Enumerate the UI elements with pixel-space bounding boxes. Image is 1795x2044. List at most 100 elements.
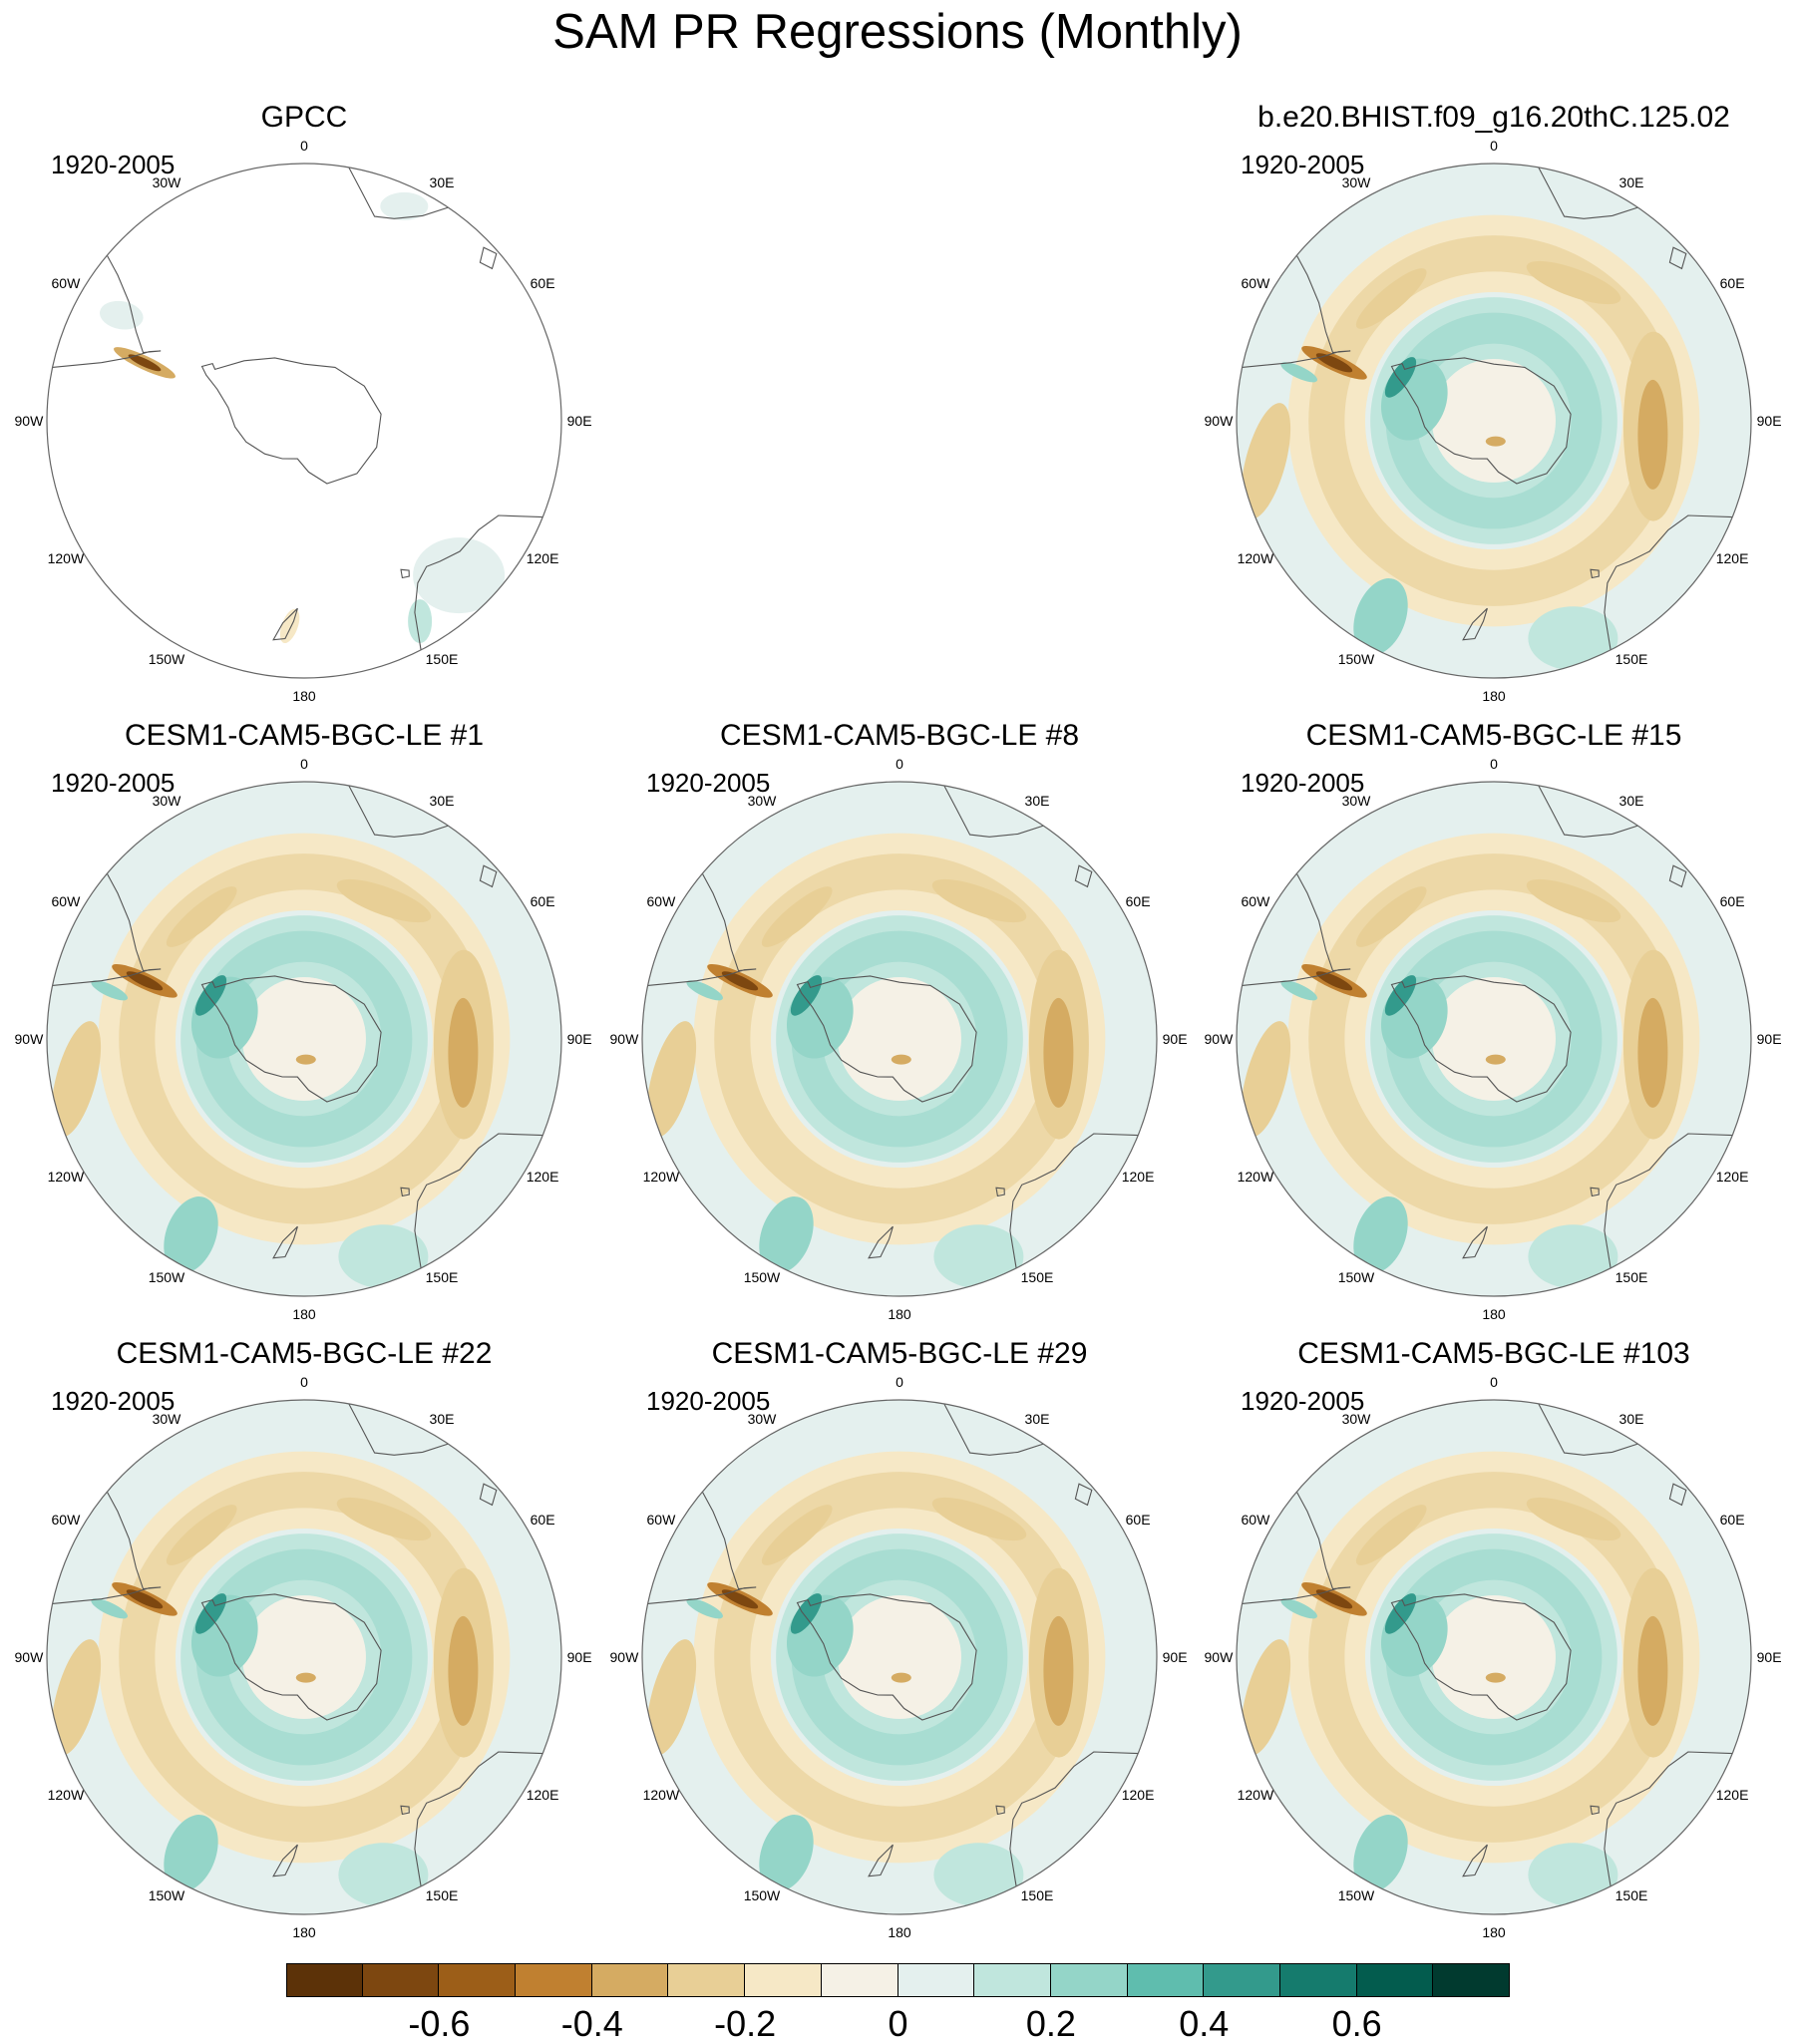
colorbar-tick-label: -0.4 [560,2003,623,2044]
new-zealand-coastline [1462,1225,1488,1259]
south-america-coastline [52,254,162,368]
africa-coastline [1538,785,1638,838]
period-label: 1920-2005 [1241,1386,1365,1416]
precipitation-field [1237,782,1751,1296]
longitude-label: 60W [647,1512,677,1528]
australia-coastline [1604,514,1733,650]
longitude-label: 0 [300,1374,308,1390]
longitude-label: 180 [1482,1924,1506,1940]
madagascar-coastline [1668,1483,1687,1507]
figure-title: SAM PR Regressions (Monthly) [552,5,1243,59]
africa-coastline [348,167,449,219]
colorbar-segment [1127,1963,1205,1997]
longitude-label: 30W [153,793,182,809]
longitude-label: 180 [1482,688,1506,704]
longitude-label: 30E [430,793,455,809]
colorbar-segment [668,1963,746,1997]
longitude-label: 90W [15,413,45,429]
precipitation-field [642,782,1157,1296]
tasmania-coastline [400,1187,410,1197]
longitude-label: 90E [567,1649,592,1665]
longitude-label: 150W [744,1269,781,1285]
longitude-label: 90E [1757,413,1782,429]
longitude-label: 60E [1720,275,1745,291]
south-america-coastline [647,1491,757,1604]
precipitation-field [1237,164,1751,678]
longitude-label: 60E [1126,1512,1151,1528]
longitude-label: 30W [153,1411,182,1427]
tasmania-coastline [995,1187,1005,1197]
longitude-label: 0 [1490,138,1498,154]
precipitation-field [642,1400,1157,1914]
antarctica-coastline [1390,1593,1572,1721]
longitude-label: 150W [744,1887,781,1903]
africa-coastline [348,1403,449,1456]
madagascar-coastline [1074,1483,1093,1507]
south-america-coastline [52,872,162,986]
longitude-label: 30W [1342,1411,1372,1427]
longitude-label: 180 [888,1924,911,1940]
panel-title: CESM1-CAM5-BGC-LE #1 [124,719,485,752]
colorbar-tick-label: -0.2 [714,2003,777,2044]
map-panel-le-103: CESM1-CAM5-BGC-LE #103 1920-2005 0 30E 60E… [1195,1336,1793,1954]
longitude-label: 120E [1122,1787,1155,1803]
longitude-label: 180 [292,688,316,704]
map-boundary [46,781,562,1297]
longitude-label: 30E [1619,1411,1644,1427]
panel-title: b.e20.BHIST.f09_g16.20thC.125.02 [1257,101,1730,134]
australia-coastline [1604,1751,1733,1886]
longitude-label: 0 [1490,1374,1498,1390]
longitude-label: 150E [426,1887,459,1903]
longitude-label: 120E [1716,1787,1749,1803]
longitude-label: 60E [1720,893,1745,909]
longitude-label: 120E [527,550,559,566]
south-america-coastline [1242,1491,1351,1604]
africa-coastline [943,785,1044,838]
longitude-label: 150E [1616,651,1648,667]
africa-coastline [1538,167,1638,219]
longitude-label: 60E [531,893,555,909]
longitude-label: 150W [1338,651,1375,667]
tasmania-coastline [995,1805,1005,1816]
longitude-label: 120W [1238,1787,1274,1803]
tasmania-coastline [1590,568,1600,579]
period-label: 1920-2005 [51,1386,176,1416]
longitude-label: 120E [1716,550,1749,566]
longitude-label: 90W [610,1031,640,1047]
precipitation-field [1237,1400,1751,1914]
longitude-label: 60W [1242,275,1271,291]
longitude-label: 30E [1025,793,1050,809]
antarctica-coastline [200,975,382,1103]
precipitation-field [47,1400,561,1914]
map-panel-gpcc: GPCC 1920-2005 0 30E 60E 90E 120E 150E 180 150W… [5,100,603,718]
colorbar-segment [1279,1963,1357,1997]
antarctica-coastline [796,975,977,1103]
australia-coastline [414,514,543,650]
panel-title: CESM1-CAM5-BGC-LE #8 [719,719,1080,752]
map-boundary [1236,781,1752,1297]
longitude-label: 0 [300,756,308,772]
new-zealand-coastline [272,1225,298,1259]
longitude-label: 60W [52,1512,82,1528]
map-boundary [641,781,1158,1297]
tasmania-coastline [1590,1805,1600,1816]
map-panel-bhist: b.e20.BHIST.f09_g16.20thC.125.02 1920-20… [1195,100,1793,718]
longitude-label: 0 [1490,756,1498,772]
longitude-label: 60E [531,1512,555,1528]
polar-map: 0 30E 60E 90E 120E 150E 180 150W 120W 90W 60W 30W [15,1374,592,1940]
longitude-label: 30W [1342,174,1372,190]
south-america-coastline [52,1491,162,1604]
colorbar-segment [821,1963,898,1997]
tasmania-coastline [400,568,410,579]
colorbar-segment [362,1963,440,1997]
south-america-coastline [647,872,757,986]
longitude-label: 30W [748,1411,778,1427]
colorbar-tick-label: 0 [888,2003,908,2044]
antarctica-coastline [200,1593,382,1721]
colorbar-segment [1433,1963,1510,1997]
map-boundary [46,163,562,679]
antarctica-coastline [1390,975,1572,1103]
longitude-label: 90W [15,1649,45,1665]
australia-coastline [1009,1751,1139,1886]
south-america-coastline [1242,872,1351,986]
